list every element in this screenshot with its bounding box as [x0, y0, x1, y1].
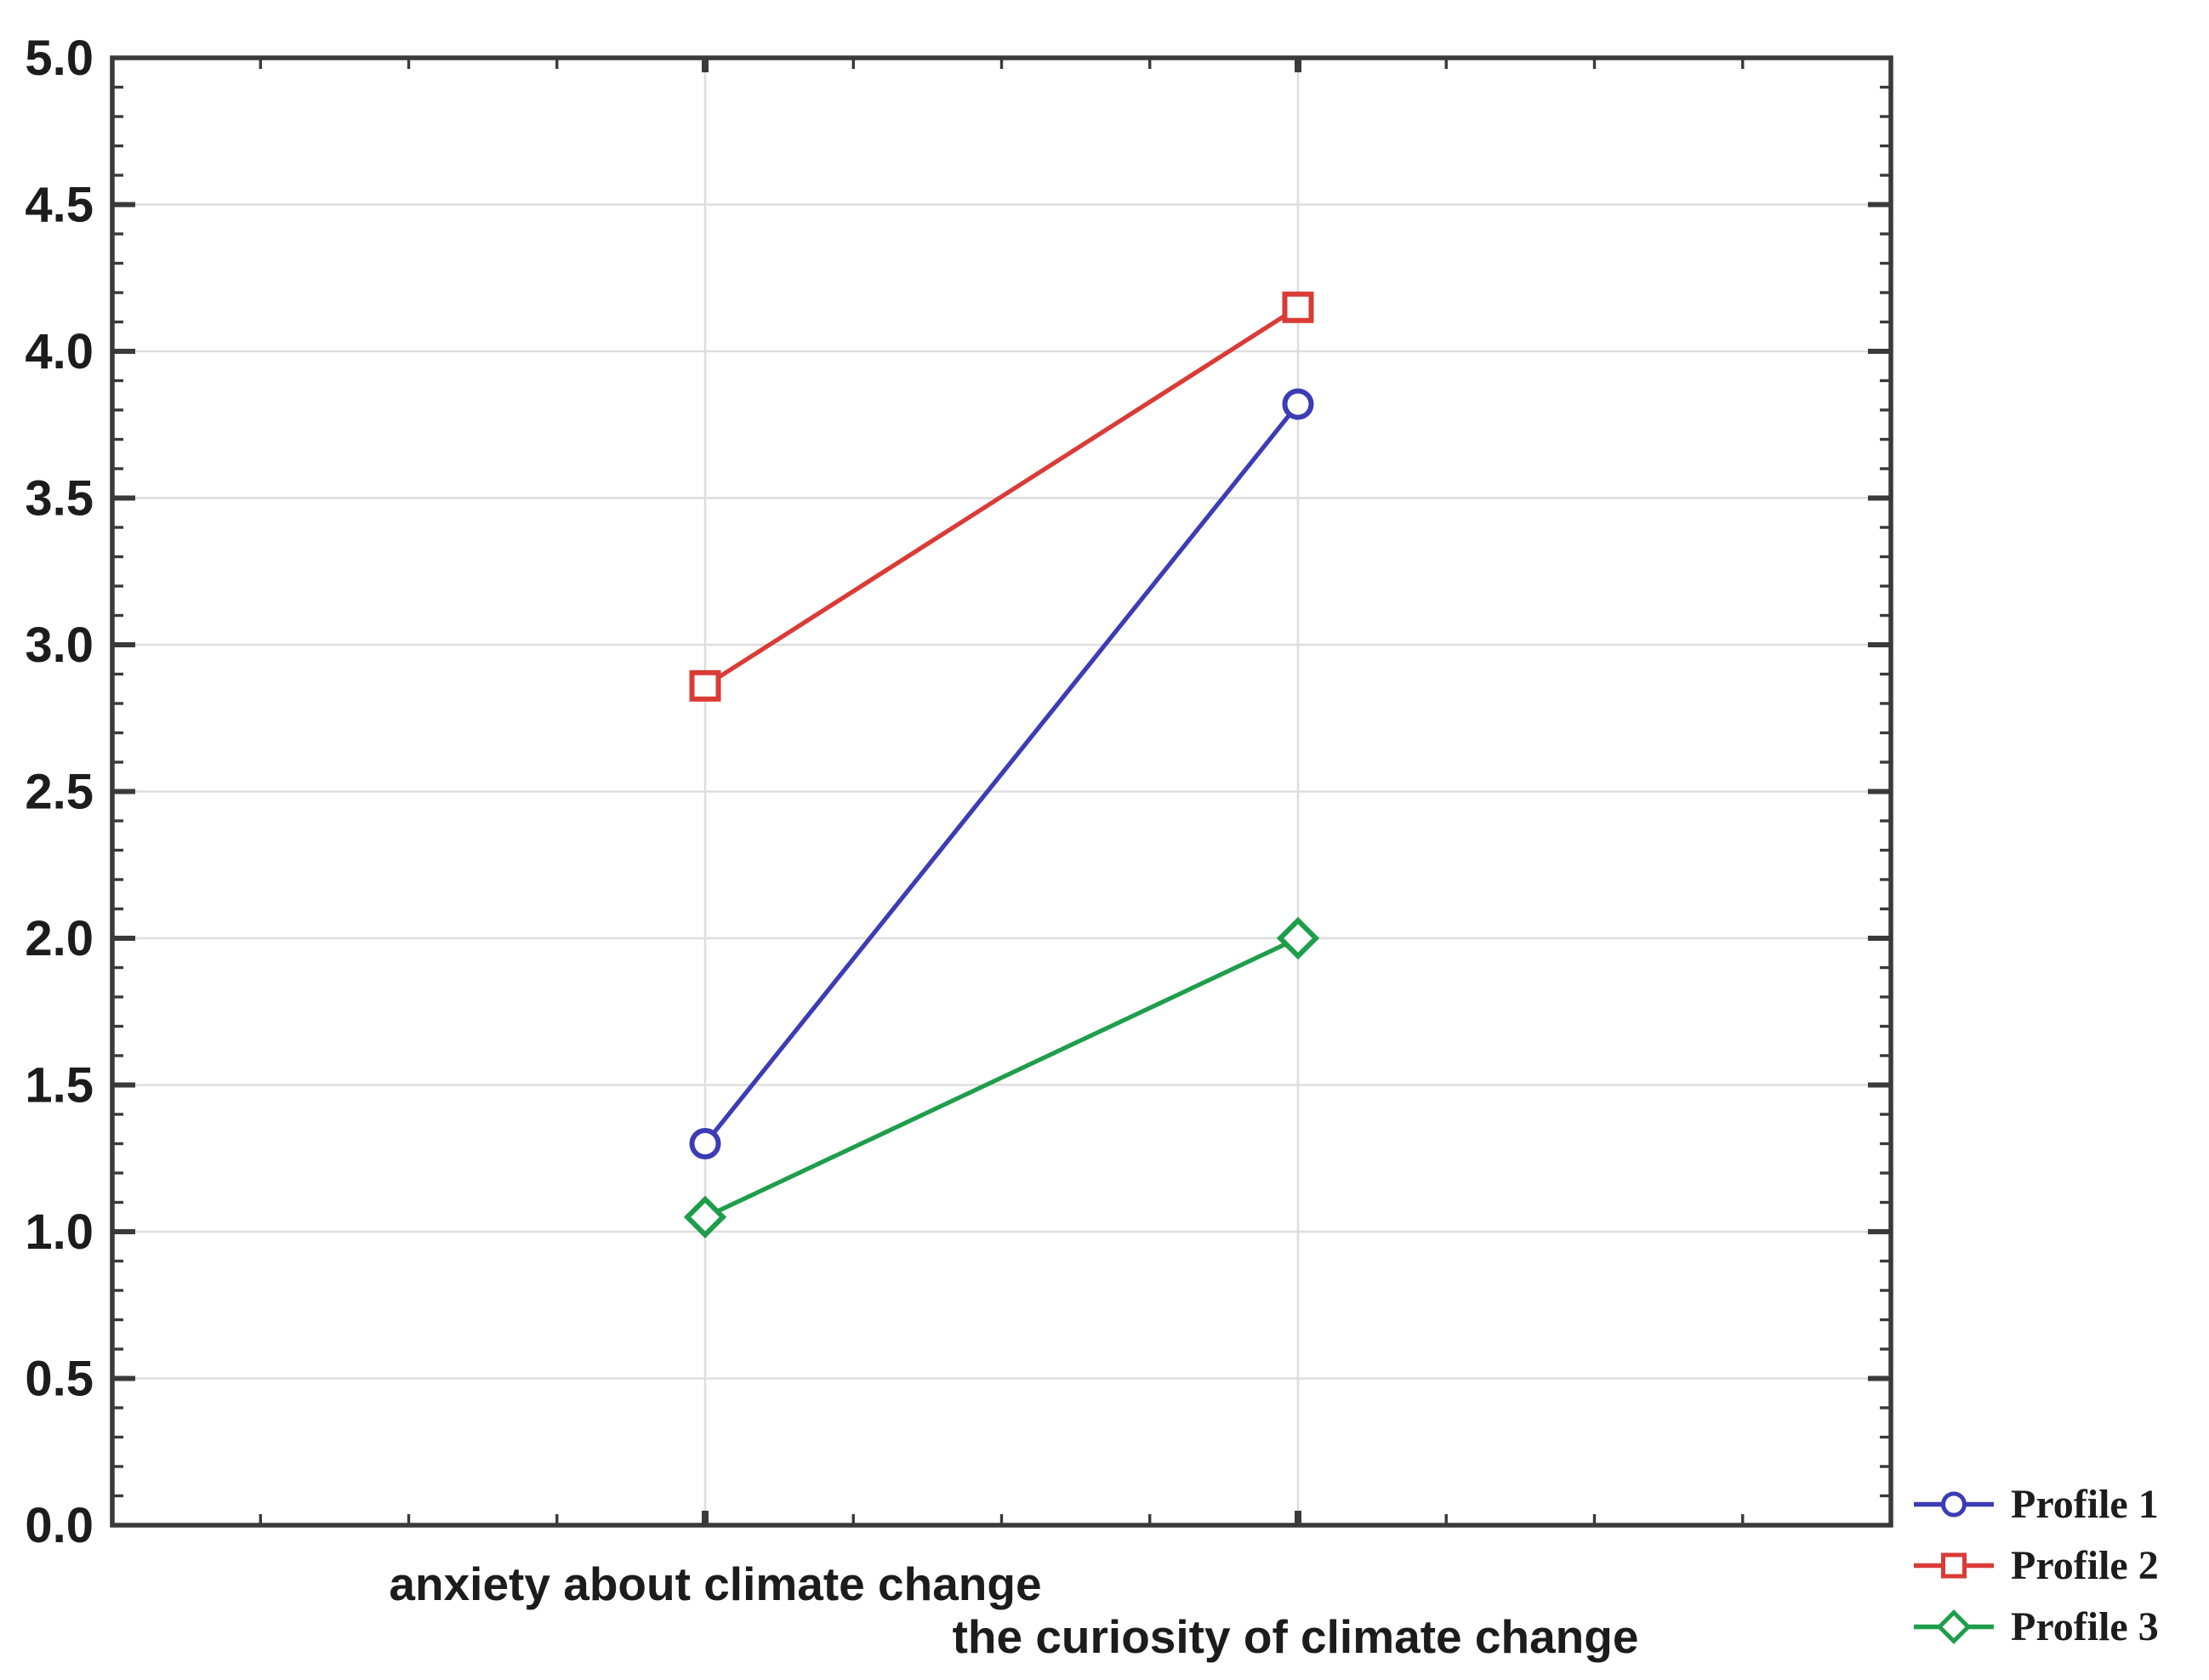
x-category-label-curiosity: the curiosity of climate change — [952, 1610, 1639, 1663]
series-profile-2 — [689, 291, 1314, 702]
series-profile-3 — [683, 916, 1320, 1239]
y-axis-tick-labels: 0.0 0.5 1.0 1.5 2.0 2.5 3.0 3.5 4.0 4.5 5.0 — [25, 31, 94, 1553]
y-tick-label: 5.0 — [25, 31, 94, 86]
legend-item-profile-3: Profile 3 — [1910, 1601, 2159, 1653]
series-profile-1 — [689, 388, 1314, 1159]
y-tick-label: 1.5 — [25, 1058, 94, 1113]
y-tick-label: 2.0 — [25, 911, 94, 966]
legend-item-profile-2: Profile 2 — [1910, 1540, 2159, 1592]
y-tick-label: 4.5 — [25, 178, 94, 233]
legend-label: Profile 1 — [2011, 1482, 2159, 1527]
y-tick-label: 0.0 — [25, 1498, 94, 1553]
legend: Profile 1 Profile 2 Profile 3 — [1910, 1478, 2159, 1653]
y-tick-label: 1.0 — [25, 1204, 94, 1260]
plot-border — [110, 55, 1893, 1528]
legend-diamond-marker-icon — [1914, 1609, 1994, 1644]
legend-item-profile-1: Profile 1 — [1910, 1478, 2159, 1530]
y-tick-label: 3.0 — [25, 618, 94, 673]
y-tick-label: 0.5 — [25, 1352, 94, 1407]
legend-square-marker-icon — [1914, 1552, 1994, 1579]
legend-label: Profile 3 — [2011, 1604, 2159, 1649]
legend-circle-marker-icon — [1914, 1491, 1994, 1518]
x-category-label-anxiety: anxiety about climate change — [389, 1558, 1042, 1610]
y-tick-label: 3.5 — [25, 471, 94, 527]
legend-label: Profile 2 — [2011, 1543, 2159, 1588]
y-tick-label: 2.5 — [25, 765, 94, 820]
gridlines — [112, 58, 1891, 1525]
y-tick-label: 4.0 — [25, 324, 94, 379]
